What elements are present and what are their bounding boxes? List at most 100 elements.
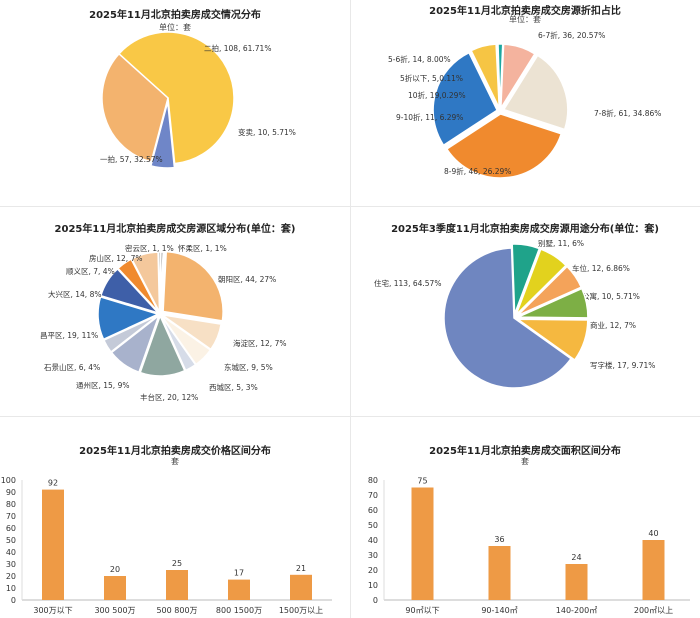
slice-label: 6-7折, 36, 20.57% (538, 30, 605, 40)
y-tick-label: 60 (368, 506, 378, 515)
bar (228, 579, 250, 600)
slice-label: 车位, 12, 6.86% (572, 263, 630, 273)
slice-label: 变卖, 10, 5.71% (238, 127, 296, 137)
x-tick-label: 800 1500万 (216, 606, 262, 615)
slice-label: 东城区, 9, 5% (224, 362, 273, 372)
slice-label: 10折, 19,0.29% (408, 90, 466, 100)
y-tick-label: 20 (368, 566, 378, 575)
panel-usage: 2025年3季度11月北京拍卖房成交房源用途分布(单位：套) 别墅, 11, 6… (350, 206, 700, 416)
slice-label: 商业, 12, 7% (590, 320, 636, 330)
y-tick-label: 60 (6, 524, 16, 533)
chart-title: 2025年11月北京拍卖房成交房源区域分布(单位：套) (54, 224, 296, 235)
y-tick-label: 40 (368, 536, 378, 545)
panel-district: 2025年11月北京拍卖房成交房源区域分布(单位：套) 朝阳区, 44, 27%… (0, 206, 350, 416)
panel-price-range: 2025年11月北京拍卖房成交价格区间分布 套 0 10 20 30 40 50 60 70 8… (0, 416, 350, 618)
slice-label: 一拍, 57, 32.57% (100, 154, 163, 164)
x-tick-label: 1500万以上 (279, 606, 323, 615)
bar-value-label: 20 (110, 565, 120, 574)
bar (104, 576, 126, 600)
bar (488, 546, 511, 600)
pie-slice (515, 318, 589, 361)
pie-slice (101, 52, 169, 163)
panel-auction-status: 2025年11月北京拍卖房成交情况分布 单位：套 二拍, 108, 61.71%… (0, 0, 350, 206)
chart-title: 2025年11月北京拍卖房成交面积区间分布 (429, 446, 621, 457)
x-tick-label: 500 800万 (156, 606, 197, 615)
y-tick-label: 50 (368, 521, 378, 530)
y-tick-label: 40 (6, 548, 16, 557)
bar (166, 570, 188, 600)
pie-slice (102, 314, 159, 353)
bar-chart-area-range: 0 10 20 30 40 50 60 70 80 75 90㎡以下 36 90-140㎡ 24 140-2… (368, 476, 690, 615)
y-tick-label: 90 (6, 488, 16, 497)
bar (642, 540, 665, 600)
bar (42, 489, 64, 600)
slice-label: 写字楼, 17, 9.71% (590, 360, 655, 370)
y-tick-label: 80 (368, 476, 378, 485)
slice-label: 8-9折, 46, 26.29% (444, 166, 511, 176)
chart-title: 2025年11月北京拍卖房成交房源折扣占比 (429, 6, 621, 17)
slice-label: 怀柔区, 1, 1% (178, 243, 227, 253)
y-tick-label: 10 (368, 581, 378, 590)
y-tick-label: 30 (368, 551, 378, 560)
pie-slice (516, 265, 583, 317)
y-tick-label: 70 (368, 491, 378, 500)
bar-value-label: 75 (417, 477, 427, 486)
bar-value-label: 24 (571, 553, 581, 562)
chart-unit: 单位：套 (509, 15, 541, 24)
y-tick-label: 80 (6, 500, 16, 509)
slice-label: 大兴区, 14, 8% (48, 289, 101, 299)
pie-slice (517, 287, 589, 319)
y-tick-label: 0 (373, 596, 378, 605)
pie-slice (97, 296, 161, 341)
slice-label: 5折以下, 5,0.11% (400, 73, 463, 83)
slice-label: 西城区, 5, 3% (209, 383, 258, 392)
y-tick-label: 50 (6, 536, 16, 545)
chart-unit: 单位：套 (159, 23, 191, 32)
bar-value-label: 21 (296, 564, 306, 573)
slice-label: 别墅, 11, 6% (538, 238, 584, 248)
chart-title: 2025年11月北京拍卖房成交情况分布 (89, 10, 261, 21)
pie-slice (110, 313, 161, 374)
bar-value-label: 25 (172, 559, 182, 568)
pie-chart-discount: 6-7折, 36, 20.57% 7-8折, 61, 34.86% 8-9折, 46… (388, 30, 661, 179)
pie-slice (161, 314, 222, 351)
chart-unit: 套 (171, 457, 179, 466)
slice-label: 7-8折, 61, 34.86% (594, 108, 661, 118)
y-tick-label: 30 (6, 560, 16, 569)
y-tick-label: 70 (6, 512, 16, 521)
slice-label: 海淀区, 12, 7% (233, 338, 286, 348)
bar-value-label: 92 (48, 479, 58, 488)
x-tick-label: 200㎡以上 (634, 606, 673, 615)
x-tick-label: 140-200㎡ (556, 606, 597, 615)
slice-label: 通州区, 15, 9% (76, 380, 129, 390)
pie-chart-usage: 别墅, 11, 6% 车位, 12, 6.86% 公寓, 10, 5.71% 商业, … (374, 238, 655, 389)
pie-slice (497, 43, 504, 109)
pie-slice (159, 251, 164, 313)
pie-slice (160, 315, 197, 372)
y-tick-label: 10 (6, 584, 16, 593)
pie-slice (500, 43, 536, 111)
bar-value-label: 40 (648, 529, 658, 538)
slice-label: 丰台区, 20, 12% (140, 392, 198, 402)
bar (290, 574, 312, 600)
x-tick-label: 90-140㎡ (481, 606, 517, 615)
bar-value-label: 17 (234, 569, 244, 578)
slice-label: 昌平区, 19, 11% (40, 331, 98, 340)
panel-discount: 2025年11月北京拍卖房成交房源折扣占比 单位：套 6-7折, 36, 20.… (350, 0, 700, 206)
x-tick-label: 300万以下 (33, 606, 72, 615)
pie-slice (432, 51, 499, 147)
bar-value-label: 36 (494, 535, 504, 544)
pie-slice (443, 247, 573, 389)
pie-slice (99, 267, 161, 315)
pie-slice (515, 248, 568, 316)
bar (565, 564, 588, 600)
y-tick-label: 0 (11, 596, 16, 605)
y-tick-label: 20 (6, 572, 16, 581)
chart-title: 2025年3季度11月北京拍卖房成交房源用途分布(单位：套) (391, 224, 659, 235)
slice-label: 9-10折, 11, 6.29% (396, 112, 463, 122)
pie-chart-auction-status: 二拍, 108, 61.71% 变卖, 10, 5.71% 一拍, 57, 32.5… (100, 31, 296, 169)
slice-label: 房山区, 12, 7% (89, 253, 142, 263)
pie-slice (502, 54, 569, 131)
x-tick-label: 90㎡以下 (405, 606, 439, 615)
pie-slice (139, 313, 186, 377)
